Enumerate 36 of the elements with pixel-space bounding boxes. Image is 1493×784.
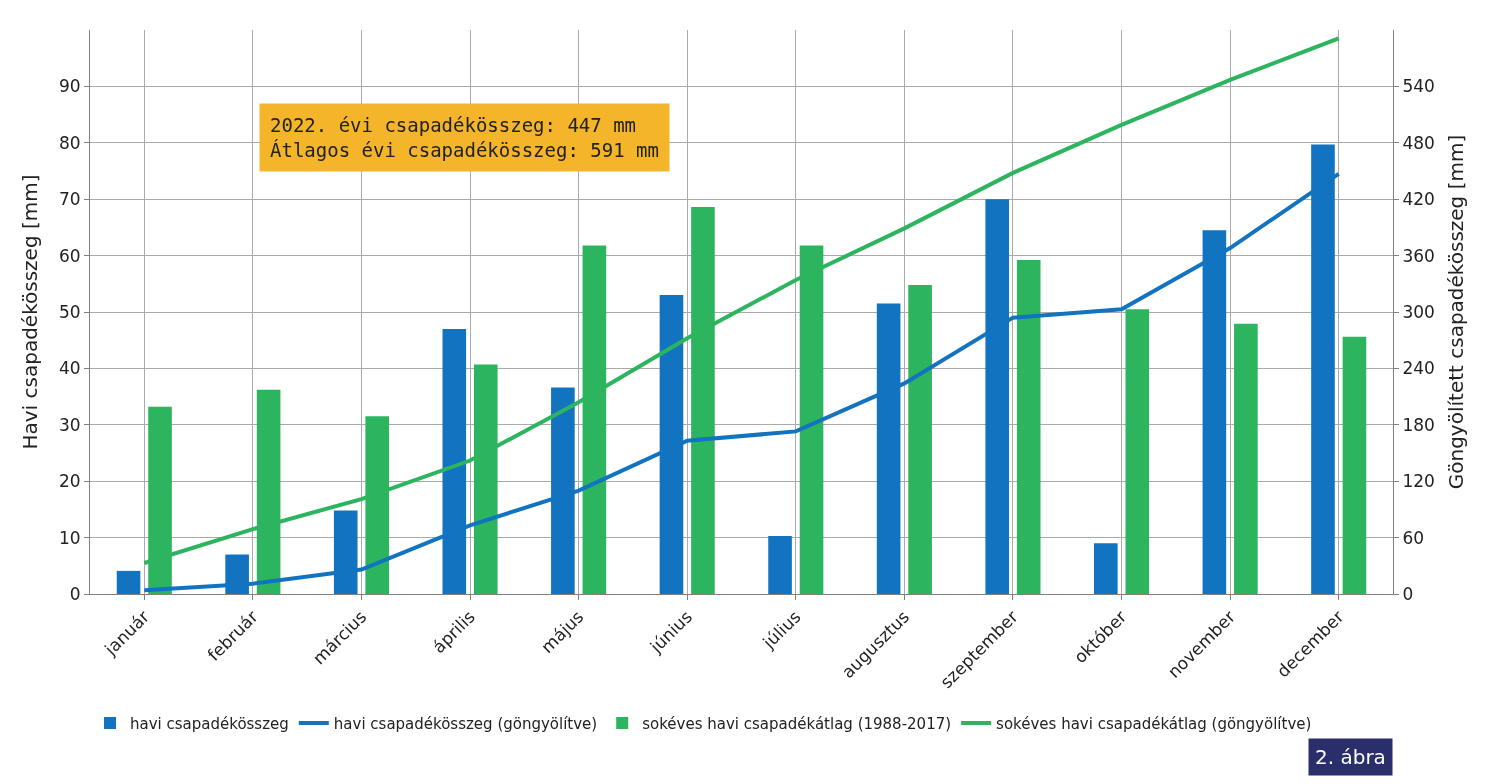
bar (768, 535, 792, 594)
y-tick-label: 10 (58, 527, 81, 548)
y2-tick-label: 540 (1402, 76, 1435, 97)
y2-axis-title: Göngyölített csapadékösszeg [mm] (1444, 134, 1469, 490)
y-tick-label: 80 (58, 132, 81, 153)
y2-tick-label: 480 (1402, 132, 1435, 153)
y-tick-label: 70 (58, 189, 81, 210)
legend-label: sokéves havi csapadékátlag (göngyölítve) (996, 714, 1312, 733)
annotation: 2022. évi csapadékösszeg: 447 mm Átlagos évi csapadékösszeg: 591 mm (270, 114, 659, 161)
y-tick-label: 20 (58, 471, 81, 492)
y2-tick-label: 120 (1402, 471, 1435, 492)
legend-label: sokéves havi csapadékátlag (1988-2017) (642, 714, 952, 733)
y-tick-label: 30 (58, 414, 81, 435)
y2-tick-label: 240 (1402, 358, 1435, 379)
y-axis-title: Havi csapadékösszeg [mm] (18, 174, 43, 450)
legend-label: havi csapadékösszeg (130, 714, 289, 733)
y2-tick-label: 60 (1402, 527, 1425, 548)
y2-tick-label: 300 (1402, 301, 1435, 322)
text: 2. ábra (1315, 745, 1386, 769)
y2-tick-label: 360 (1402, 245, 1435, 266)
bar (1125, 309, 1150, 594)
y2-tick-label: 0 (1402, 583, 1414, 604)
bar (1342, 336, 1367, 594)
bar (1016, 260, 1041, 594)
y-tick-label: 60 (58, 245, 81, 266)
legend-label: havi csapadékösszeg (göngyölítve) (333, 714, 598, 733)
y2-tick-label: 420 (1402, 189, 1435, 210)
y2-tick-label: 180 (1402, 414, 1435, 435)
y-tick-label: 90 (58, 76, 81, 97)
y-tick-label: 50 (58, 301, 81, 322)
bar (1234, 323, 1258, 594)
y-tick-label: 0 (69, 583, 81, 604)
y-tick-label: 40 (58, 358, 81, 379)
bar (1093, 543, 1118, 594)
bar (908, 284, 932, 594)
bar (116, 570, 141, 594)
